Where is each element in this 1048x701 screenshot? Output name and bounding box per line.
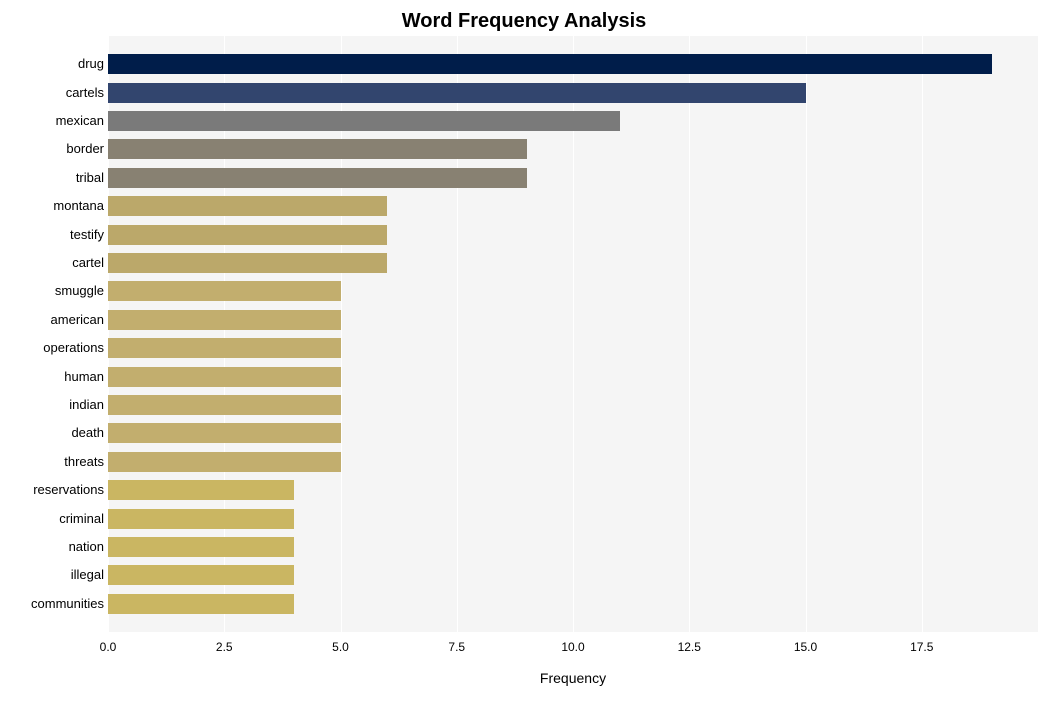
bar	[108, 395, 341, 415]
bar	[108, 452, 341, 472]
x-tick-label: 7.5	[437, 640, 477, 654]
y-tick-label: testify	[4, 221, 104, 249]
y-tick-label: communities	[4, 590, 104, 618]
bar	[108, 367, 341, 387]
y-tick-label: nation	[4, 533, 104, 561]
y-tick-label: death	[4, 419, 104, 447]
gridline	[689, 36, 690, 632]
y-tick-label: reservations	[4, 476, 104, 504]
x-tick-label: 15.0	[786, 640, 826, 654]
y-tick-label: drug	[4, 50, 104, 78]
gridline	[922, 36, 923, 632]
y-tick-label: threats	[4, 448, 104, 476]
y-tick-label: mexican	[4, 107, 104, 135]
bar	[108, 537, 294, 557]
x-tick-label: 10.0	[553, 640, 593, 654]
y-tick-label: border	[4, 135, 104, 163]
y-tick-label: montana	[4, 192, 104, 220]
y-tick-label: smuggle	[4, 277, 104, 305]
y-tick-label: american	[4, 306, 104, 334]
x-tick-label: 2.5	[204, 640, 244, 654]
bar	[108, 54, 992, 74]
y-tick-label: cartel	[4, 249, 104, 277]
gridline	[806, 36, 807, 632]
bar	[108, 139, 527, 159]
word-frequency-chart: Word Frequency Analysis drugcartelsmexic…	[0, 0, 1048, 701]
y-tick-label: cartels	[4, 79, 104, 107]
y-tick-label: tribal	[4, 164, 104, 192]
bar	[108, 565, 294, 585]
bar	[108, 168, 527, 188]
bar	[108, 594, 294, 614]
y-tick-label: criminal	[4, 505, 104, 533]
bar	[108, 83, 806, 103]
y-tick-label: human	[4, 363, 104, 391]
bar	[108, 480, 294, 500]
y-tick-label: illegal	[4, 561, 104, 589]
x-tick-label: 0.0	[88, 640, 128, 654]
bar	[108, 196, 387, 216]
bar	[108, 509, 294, 529]
plot-area	[108, 36, 1038, 632]
x-tick-label: 12.5	[669, 640, 709, 654]
x-tick-label: 5.0	[321, 640, 361, 654]
bar	[108, 338, 341, 358]
y-tick-label: indian	[4, 391, 104, 419]
bar	[108, 310, 341, 330]
chart-title: Word Frequency Analysis	[0, 10, 1048, 33]
y-tick-label: operations	[4, 334, 104, 362]
x-tick-label: 17.5	[902, 640, 942, 654]
bar	[108, 281, 341, 301]
bar	[108, 225, 387, 245]
x-axis-label: Frequency	[108, 670, 1038, 686]
bar	[108, 111, 620, 131]
bar	[108, 423, 341, 443]
bar	[108, 253, 387, 273]
